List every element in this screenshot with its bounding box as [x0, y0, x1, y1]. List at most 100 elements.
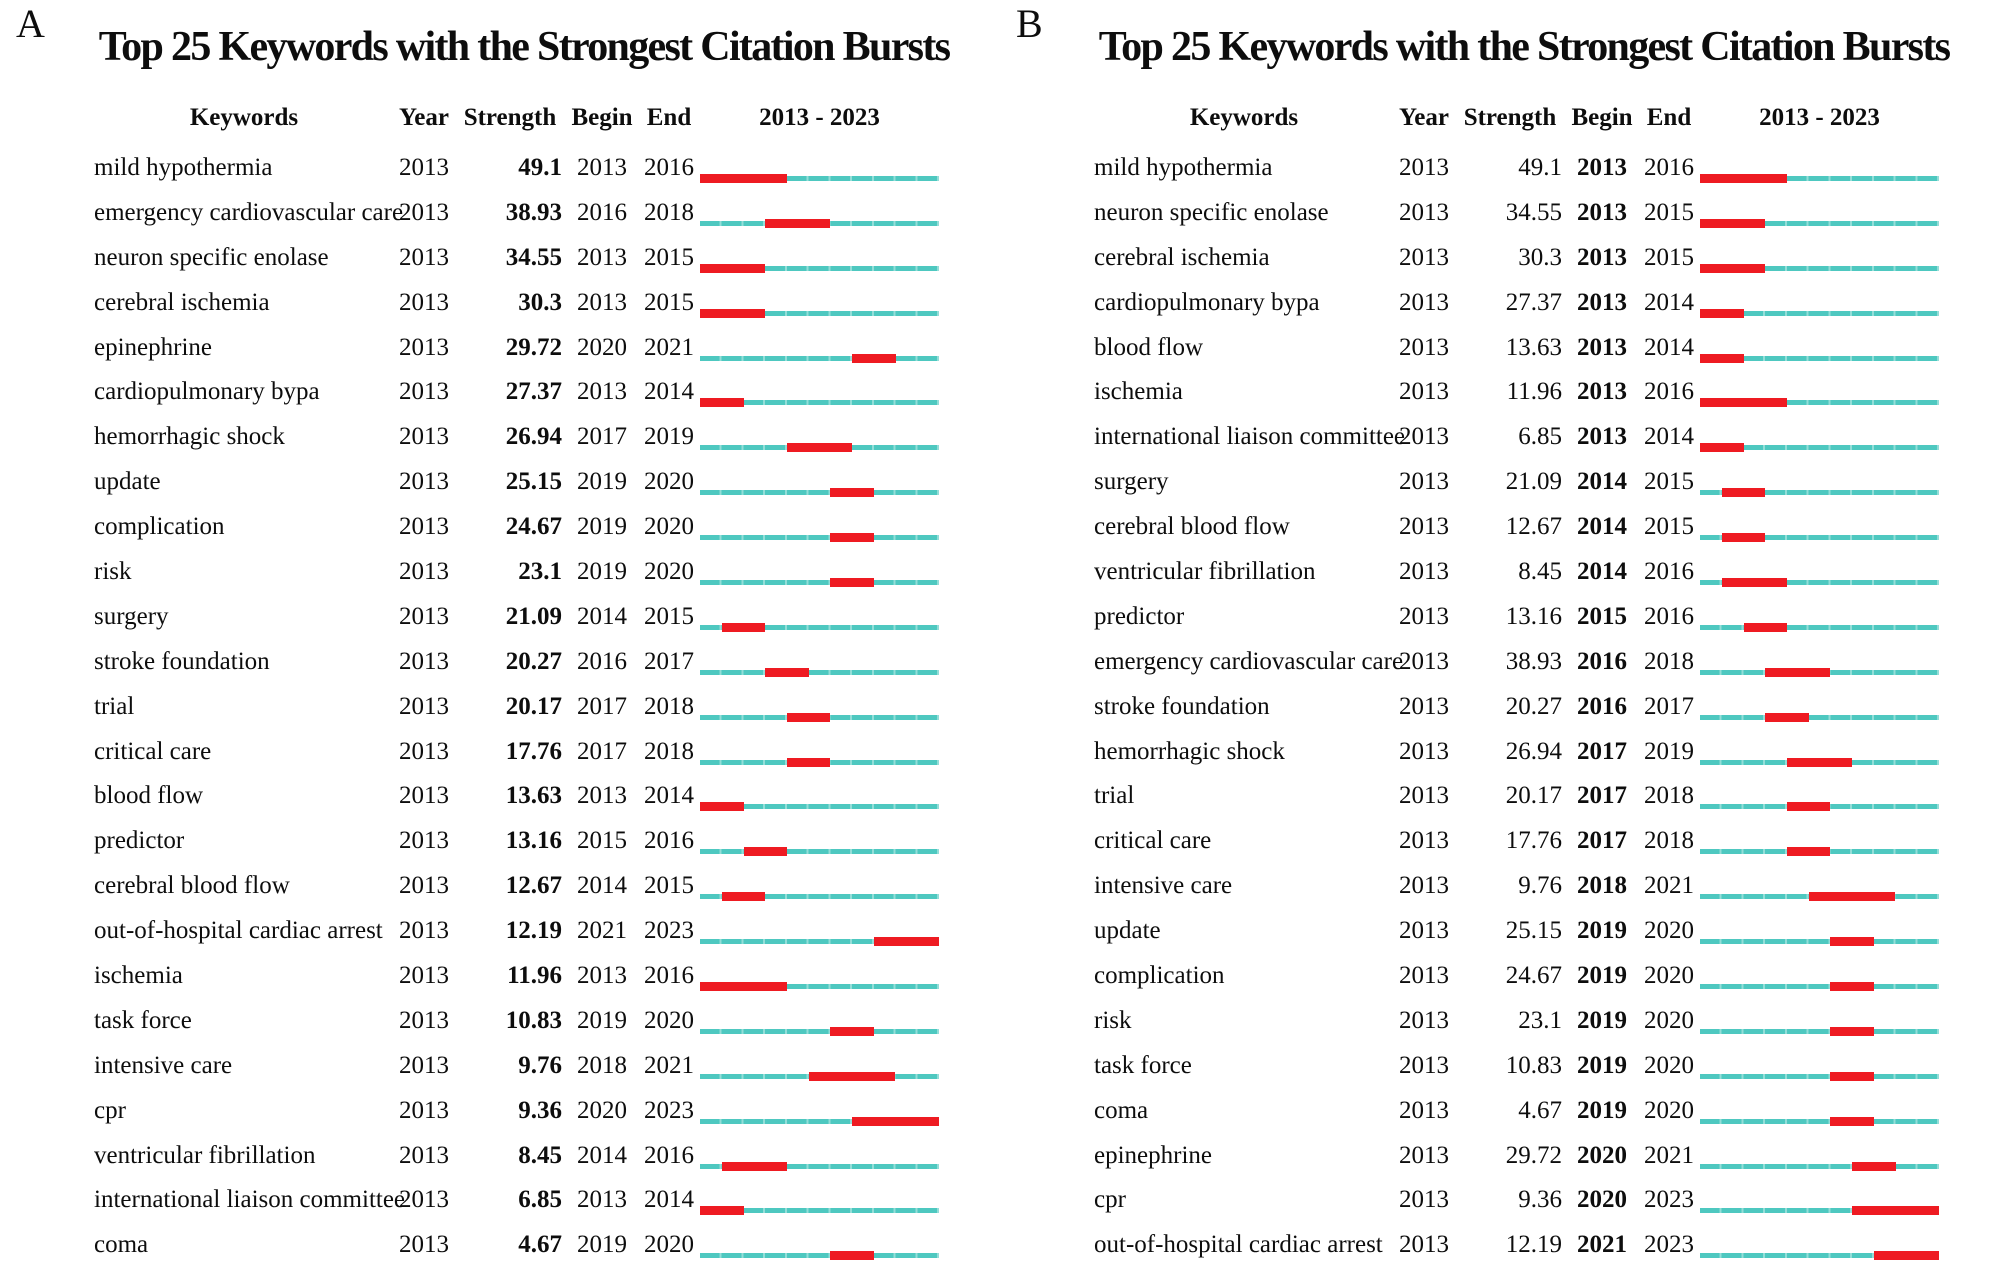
- begin-year-value: 2013: [577, 288, 627, 316]
- burst-segment: [765, 667, 809, 677]
- keyword-label: coma: [94, 1231, 149, 1259]
- end-year-value: 2017: [1644, 692, 1694, 720]
- year-value: 2013: [1399, 468, 1449, 496]
- begin-year-value: 2019: [577, 1006, 627, 1034]
- begin-year-value: 2021: [1577, 1231, 1627, 1259]
- col-header-year: Year: [399, 104, 449, 131]
- strength-value: 12.19: [505, 917, 562, 945]
- keyword-label: complication: [1094, 961, 1225, 989]
- keyword-label: trial: [94, 692, 135, 720]
- burst-row: ischemia 2013 11.96 2013 2016: [1094, 369, 2000, 414]
- burst-row: risk 2013 23.1 2019 2020: [1094, 998, 2000, 1043]
- end-year-value: 2018: [644, 692, 694, 720]
- timeline-bar: [700, 684, 939, 729]
- timeline-track: [1700, 220, 1939, 226]
- panel-a-letter-label: A: [16, 1, 45, 46]
- burst-row: neuron specific enolase 2013 34.55 2013 2015: [1094, 190, 2000, 235]
- keyword-label: cardiopulmonary bypa: [1094, 288, 1320, 316]
- keyword-label: neuron specific enolase: [1094, 198, 1329, 226]
- burst-segment: [786, 757, 831, 767]
- end-year-value: 2023: [1644, 1186, 1694, 1214]
- col-header-strength: Strength: [1463, 104, 1557, 131]
- timeline-track: [1700, 445, 1939, 451]
- timeline-bar: [1700, 1043, 1939, 1088]
- end-year-value: 2018: [1644, 647, 1694, 675]
- keyword-label: cpr: [1094, 1186, 1126, 1214]
- keyword-label: epinephrine: [1094, 1141, 1213, 1169]
- year-value: 2013: [1399, 872, 1449, 900]
- timeline-bar: [700, 1222, 939, 1267]
- timeline-track: [700, 535, 939, 541]
- burst-segment: [830, 1251, 874, 1261]
- timeline-bar: [1700, 908, 1939, 953]
- keyword-label: cerebral ischemia: [1094, 243, 1270, 271]
- strength-value: 17.76: [505, 737, 562, 765]
- year-value: 2013: [1399, 153, 1449, 181]
- begin-year-value: 2021: [577, 917, 627, 945]
- panel-b-column-headers: Keywords Year Strength Begin End 2013 - …: [1094, 104, 2000, 132]
- strength-value: 24.67: [1505, 961, 1562, 989]
- end-year-value: 2015: [644, 243, 694, 271]
- begin-year-value: 2020: [577, 333, 627, 361]
- year-value: 2013: [399, 468, 449, 496]
- begin-year-value: 2020: [577, 1096, 627, 1124]
- begin-year-value: 2017: [577, 692, 627, 720]
- strength-value: 34.55: [505, 243, 562, 271]
- end-year-value: 2021: [644, 333, 694, 361]
- strength-value: 11.96: [507, 961, 562, 989]
- burst-row: epinephrine 2013 29.72 2020 2021: [1094, 1133, 2000, 1178]
- begin-year-value: 2017: [577, 737, 627, 765]
- timeline-track: [1700, 714, 1939, 720]
- begin-year-value: 2017: [577, 423, 627, 451]
- timeline-track: [1700, 624, 1939, 630]
- burst-segment: [1786, 847, 1831, 857]
- year-value: 2013: [1399, 647, 1449, 675]
- end-year-value: 2020: [644, 1231, 694, 1259]
- timeline-track: [700, 310, 939, 316]
- burst-row: update 2013 25.15 2019 2020: [1094, 908, 2000, 953]
- end-year-value: 2021: [1644, 872, 1694, 900]
- strength-value: 26.94: [1505, 737, 1562, 765]
- timeline-bar: [1700, 549, 1939, 594]
- timeline-bar: [1700, 459, 1939, 504]
- year-value: 2013: [399, 557, 449, 585]
- strength-value: 20.17: [505, 692, 562, 720]
- begin-year-value: 2018: [1577, 872, 1627, 900]
- end-year-value: 2018: [644, 198, 694, 226]
- end-year-value: 2016: [644, 827, 694, 855]
- end-year-value: 2016: [1644, 602, 1694, 630]
- burst-row: out-of-hospital cardiac arrest 2013 12.19 2…: [1094, 1222, 2000, 1267]
- timeline-track: [1700, 939, 1939, 945]
- year-value: 2013: [399, 1006, 449, 1034]
- begin-year-value: 2014: [577, 872, 627, 900]
- begin-year-value: 2019: [577, 557, 627, 585]
- col-header-keywords: Keywords: [1189, 104, 1299, 131]
- burst-segment: [700, 174, 787, 183]
- begin-year-value: 2014: [1577, 513, 1627, 541]
- burst-row: cardiopulmonary bypa 2013 27.37 2013 2014: [1094, 280, 2000, 325]
- strength-value: 49.1: [1518, 153, 1562, 181]
- year-value: 2013: [399, 153, 449, 181]
- keyword-label: surgery: [1094, 468, 1169, 496]
- timeline-track: [700, 1208, 939, 1214]
- timeline-bar: [700, 325, 939, 370]
- burst-segment: [743, 847, 787, 857]
- panel-a: A Top 25 Keywords with the Strongest Cit…: [16, 1, 1000, 1267]
- burst-segment: [1700, 443, 1744, 453]
- burst-segment: [830, 1026, 874, 1036]
- timeline-bar: [700, 190, 939, 235]
- year-value: 2013: [399, 827, 449, 855]
- burst-row: international liaison committee 2013 6.85 2…: [1094, 414, 2000, 459]
- end-year-value: 2015: [644, 602, 694, 630]
- begin-year-value: 2017: [1577, 827, 1627, 855]
- end-year-value: 2014: [1644, 333, 1694, 361]
- strength-value: 12.67: [505, 872, 562, 900]
- begin-year-value: 2016: [1577, 647, 1627, 675]
- end-year-value: 2015: [1644, 468, 1694, 496]
- end-year-value: 2015: [644, 872, 694, 900]
- burst-row: coma 2013 4.67 2019 2020: [94, 1222, 1000, 1267]
- strength-value: 38.93: [505, 198, 562, 226]
- burst-segment: [1830, 1116, 1874, 1126]
- year-value: 2013: [399, 917, 449, 945]
- timeline-track: [700, 490, 939, 496]
